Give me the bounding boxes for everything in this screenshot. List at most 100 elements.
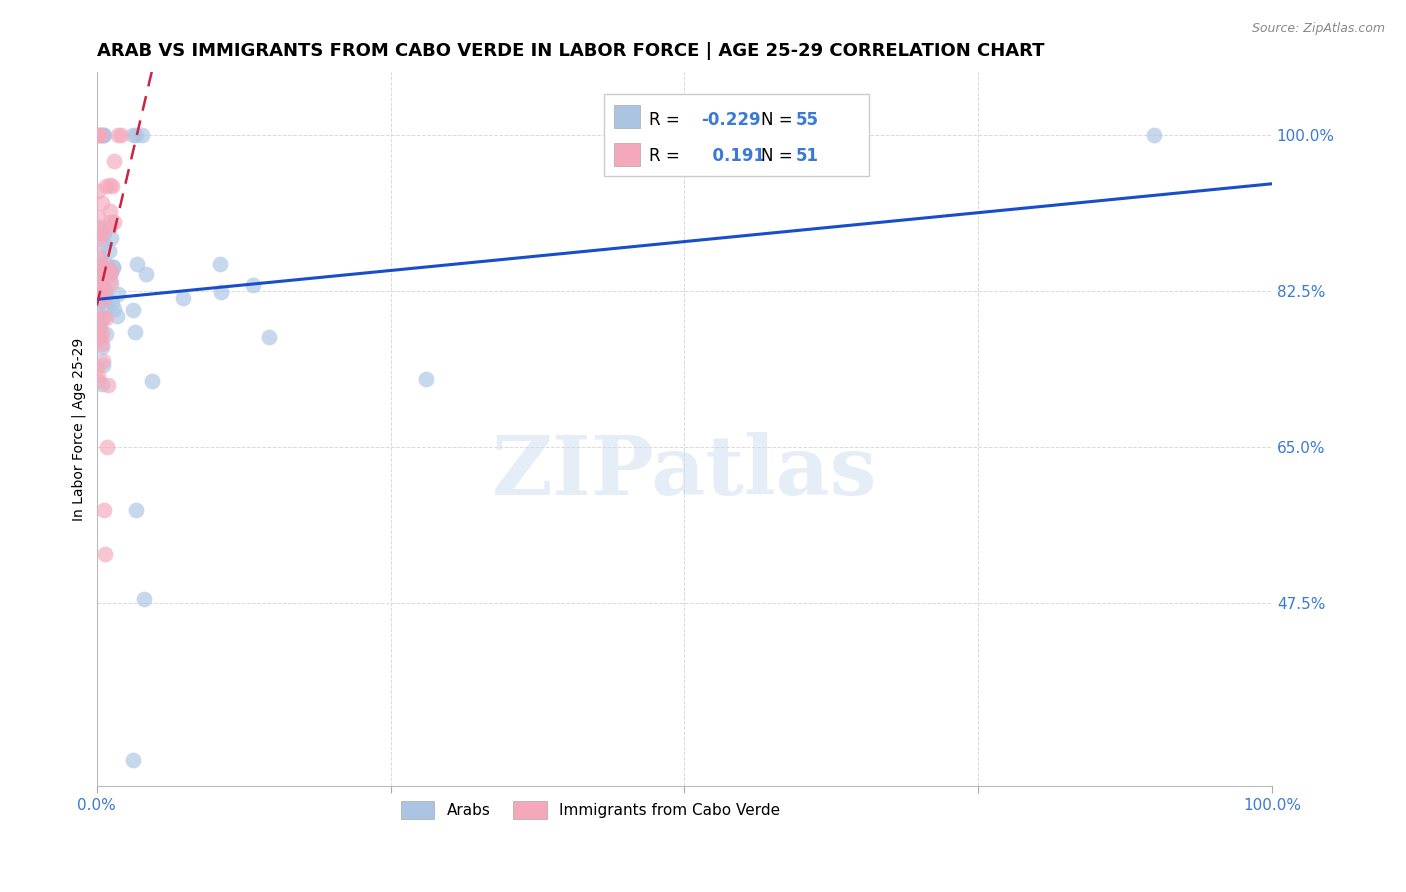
Point <box>91 128 114 142</box>
Legend: Arabs, Immigrants from Cabo Verde: Arabs, Immigrants from Cabo Verde <box>395 796 786 825</box>
Point <box>90 326 112 341</box>
Point <box>107 128 129 142</box>
Point <box>94 327 117 342</box>
Point <box>91 226 114 240</box>
Point <box>94 290 117 304</box>
Point <box>90 196 112 211</box>
Point <box>96 178 118 193</box>
Point <box>89 128 111 142</box>
Point <box>415 372 437 386</box>
Point <box>90 336 112 351</box>
Text: 51: 51 <box>796 147 820 165</box>
Point <box>98 219 121 234</box>
Point <box>89 257 111 271</box>
Text: 0.191: 0.191 <box>700 147 765 165</box>
Y-axis label: In Labor Force | Age 25-29: In Labor Force | Age 25-29 <box>72 338 86 521</box>
Point <box>87 258 110 272</box>
FancyBboxPatch shape <box>605 94 869 176</box>
Point <box>90 271 112 285</box>
Point <box>91 293 114 307</box>
Point <box>93 503 115 517</box>
Point <box>87 307 110 321</box>
Point <box>94 257 117 271</box>
Text: R =: R = <box>650 112 681 129</box>
Point <box>103 215 125 229</box>
Point <box>89 252 111 266</box>
FancyBboxPatch shape <box>614 143 640 166</box>
Point <box>93 236 115 251</box>
Text: N =: N = <box>761 112 793 129</box>
Point <box>98 267 121 281</box>
Point <box>90 285 112 299</box>
Point <box>86 184 108 198</box>
Point <box>91 340 114 354</box>
Point <box>93 285 115 299</box>
Point <box>93 282 115 296</box>
Text: 55: 55 <box>796 112 820 129</box>
Point <box>101 260 124 274</box>
Text: R =: R = <box>650 147 681 165</box>
Text: N =: N = <box>761 147 793 165</box>
Point <box>89 220 111 235</box>
Point <box>132 592 155 607</box>
Point <box>100 295 122 310</box>
Point <box>101 260 124 275</box>
Point <box>91 293 114 307</box>
Point <box>91 310 114 325</box>
Point <box>94 548 117 562</box>
Point <box>87 211 110 225</box>
Text: -0.229: -0.229 <box>700 112 761 129</box>
Point <box>89 128 111 142</box>
Point <box>89 331 111 345</box>
Point <box>87 316 110 330</box>
Point <box>91 358 114 372</box>
Point <box>93 226 115 240</box>
Point <box>89 320 111 334</box>
Point <box>135 267 157 281</box>
Point <box>121 303 143 318</box>
Point <box>125 503 148 517</box>
Point <box>1143 128 1166 142</box>
Point <box>124 128 146 142</box>
Point <box>209 285 232 299</box>
Point <box>89 128 111 142</box>
Point <box>98 275 121 289</box>
Point <box>172 291 194 305</box>
Point <box>86 285 108 300</box>
Point <box>87 321 110 335</box>
Point <box>124 325 146 339</box>
Point <box>87 219 110 234</box>
Point <box>87 331 110 345</box>
Point <box>97 377 120 392</box>
Text: ZIPatlas: ZIPatlas <box>492 433 877 512</box>
Point <box>100 178 122 192</box>
Point <box>87 275 110 289</box>
Point <box>98 244 121 259</box>
Point <box>90 268 112 282</box>
Point <box>96 440 118 454</box>
Text: Source: ZipAtlas.com: Source: ZipAtlas.com <box>1251 22 1385 36</box>
Point <box>122 128 145 142</box>
Point <box>242 278 264 293</box>
Point <box>100 266 122 280</box>
Point <box>105 309 128 323</box>
Point <box>110 128 132 142</box>
Point <box>89 260 111 275</box>
Point <box>91 354 114 368</box>
Point <box>91 280 114 294</box>
Point <box>101 178 124 193</box>
Point <box>103 154 125 169</box>
Point <box>103 301 125 316</box>
Point <box>125 257 148 271</box>
Point <box>90 273 112 287</box>
Point <box>91 376 114 391</box>
Point <box>87 231 110 245</box>
Point <box>89 327 111 342</box>
Point <box>87 310 110 324</box>
Point <box>93 128 115 142</box>
Point <box>107 287 129 301</box>
Point <box>87 368 110 383</box>
Point <box>141 374 163 388</box>
FancyBboxPatch shape <box>614 104 640 128</box>
Point <box>257 329 280 343</box>
